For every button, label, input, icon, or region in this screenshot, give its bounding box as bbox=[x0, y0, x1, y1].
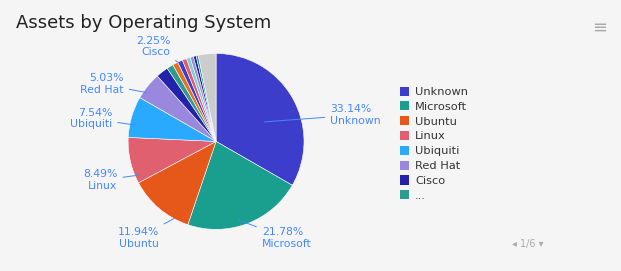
Text: 8.49%
Linux: 8.49% Linux bbox=[83, 169, 138, 191]
Wedge shape bbox=[178, 60, 216, 141]
Wedge shape bbox=[128, 137, 216, 183]
Wedge shape bbox=[167, 65, 216, 141]
Text: 11.94%
Ubuntu: 11.94% Ubuntu bbox=[117, 218, 174, 249]
Wedge shape bbox=[216, 53, 304, 185]
Wedge shape bbox=[186, 57, 216, 141]
Wedge shape bbox=[128, 98, 216, 141]
Text: 5.03%
Red Hat: 5.03% Red Hat bbox=[80, 73, 147, 95]
Wedge shape bbox=[198, 53, 216, 141]
Text: ≡: ≡ bbox=[592, 19, 607, 37]
Text: 33.14%
Unknown: 33.14% Unknown bbox=[265, 104, 381, 126]
Legend: Unknown, Microsoft, Ubuntu, Linux, Ubiquiti, Red Hat, Cisco, ...: Unknown, Microsoft, Ubuntu, Linux, Ubiqu… bbox=[399, 86, 468, 201]
Wedge shape bbox=[157, 68, 216, 141]
Text: 21.78%
Microsoft: 21.78% Microsoft bbox=[238, 220, 312, 249]
Text: 2.25%
Cisco: 2.25% Cisco bbox=[136, 36, 178, 63]
Text: 7.54%
Ubiquiti: 7.54% Ubiquiti bbox=[70, 108, 136, 129]
Wedge shape bbox=[138, 141, 216, 225]
Wedge shape bbox=[140, 76, 216, 141]
Wedge shape bbox=[173, 62, 216, 141]
Wedge shape bbox=[183, 59, 216, 141]
Wedge shape bbox=[196, 55, 216, 141]
Text: Assets by Operating System: Assets by Operating System bbox=[16, 14, 271, 31]
Wedge shape bbox=[190, 56, 216, 141]
Wedge shape bbox=[193, 56, 216, 141]
Wedge shape bbox=[188, 141, 292, 229]
Text: ◂ 1/6 ▾: ◂ 1/6 ▾ bbox=[512, 239, 544, 249]
